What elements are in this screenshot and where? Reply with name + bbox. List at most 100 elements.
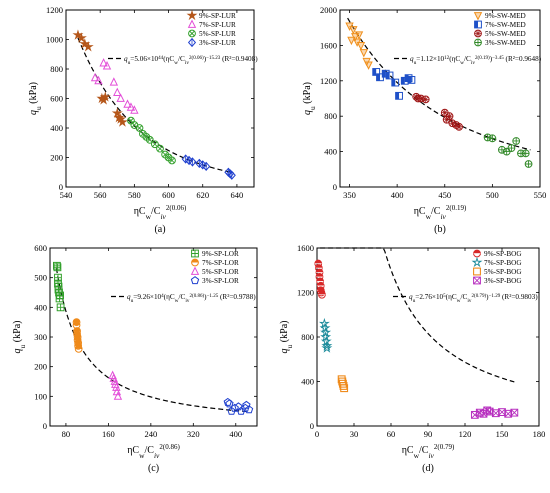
x-tick-label: 120 (459, 429, 472, 439)
data-point (417, 94, 425, 103)
data-point (407, 76, 416, 84)
data-point (109, 77, 119, 86)
data-point (227, 170, 236, 180)
data-point (130, 121, 139, 129)
y-tick-label: 0 (59, 182, 63, 192)
legend-entry: 3%-SP-LUR (199, 39, 236, 47)
fit-equation: qu=9.26×104(ηCw/Civ2(0.86))−1.25 (R²=0.9… (127, 292, 256, 305)
data-point (188, 157, 197, 167)
x-tick-label: 640 (231, 190, 244, 200)
legend-marker (473, 267, 481, 276)
data-point (244, 405, 254, 414)
y-tick-label: 200 (34, 362, 47, 372)
legend-marker (190, 276, 200, 285)
legend-marker (473, 276, 481, 285)
data-point (99, 91, 111, 102)
y-tick-label: 600 (50, 94, 63, 104)
y-tick-label: 1200 (46, 5, 63, 15)
y-tick-label: 0 (333, 182, 337, 192)
x-tick-label: 150 (496, 429, 509, 439)
x-axis-label: ηCw/Civ2(0.19) (414, 204, 467, 221)
chart-panel-b: 350 400 450 500 550 0 400 800 1200 1600 2000 ηCw/Ci… (302, 5, 546, 235)
data-point (340, 384, 349, 393)
series-3%-SP-LUR (181, 154, 236, 180)
x-tick-label: 600 (162, 190, 175, 200)
legend-entry: 3%-SP-LOR (202, 277, 239, 285)
legend-entry: 7%-SP-BOG (484, 259, 522, 267)
data-point (156, 144, 164, 153)
data-point (338, 379, 347, 388)
x-tick-label: 180 (533, 429, 546, 439)
data-point (82, 41, 94, 52)
data-point (181, 154, 190, 164)
series-5%-SP-LOR (108, 370, 123, 400)
chart-panel-c: 80 160 240 320 400 0 100 200 300 400 500 600 ηCw/Civ… (12, 243, 258, 474)
x-axis-label: ηCw/Civ2(0.79) (402, 443, 455, 460)
data-point (491, 409, 500, 418)
legend-entry: 3%-SP-BOG (484, 277, 522, 285)
data-point (74, 344, 83, 353)
x-tick-label: 60 (387, 429, 396, 439)
legend-entry: 7%-SW-MED (485, 21, 526, 29)
panel-label: (c) (148, 463, 159, 474)
y-tick-label: 300 (34, 332, 47, 342)
data-point (75, 32, 87, 43)
data-point (102, 61, 112, 70)
data-point (364, 61, 373, 70)
series-9%-SP-LOR (53, 261, 65, 312)
series-9%-SW-MED (345, 22, 373, 70)
data-point (227, 406, 236, 415)
y-tick-label: 1600 (320, 40, 337, 50)
data-point (53, 261, 61, 270)
data-point (321, 342, 333, 353)
x-tick-label: 540 (60, 190, 73, 200)
data-point (483, 133, 492, 142)
data-point (130, 105, 139, 114)
data-point (339, 381, 348, 390)
y-tick-label: 0 (310, 421, 314, 431)
x-tick-label: 620 (196, 190, 209, 200)
legend-marker (190, 266, 200, 275)
chart-panel-d: 0 30 60 90 120 150 180 0 400 800 1200 1600 ηCw/Civ2(… (279, 243, 545, 474)
fit-equation: qu=5.06×1044(ηCw/Civ2(0.06))−15.23 (R²=0… (124, 54, 258, 67)
data-point (359, 49, 369, 58)
data-point (316, 277, 324, 286)
data-point (56, 303, 65, 312)
data-point (145, 135, 154, 144)
series-7%-SP-LOR (72, 318, 83, 353)
data-point (225, 399, 234, 408)
panel-label: (a) (154, 224, 165, 235)
y-axis-label: qu (kPa) (279, 321, 294, 354)
y-tick-label: 400 (34, 302, 47, 312)
x-tick-label: 240 (144, 429, 157, 439)
y-tick-label: 1600 (297, 243, 314, 253)
y-tick-label: 0 (43, 421, 47, 431)
y-axis-label: qu (kPa) (302, 82, 317, 115)
series-5%-SW-MED (412, 92, 463, 131)
y-tick-label: 100 (34, 391, 47, 401)
data-point (385, 71, 394, 80)
x-tick-label: 350 (343, 190, 356, 200)
data-point (90, 72, 100, 82)
legend-entry: 9%-SP-LUR (199, 12, 236, 20)
series-5%-SP-LUR (127, 116, 176, 165)
series-3%-SP-LOR (223, 397, 254, 415)
legend-entry: 7%-SP-LUR (199, 21, 236, 29)
data-point (395, 91, 403, 100)
legend-marker (191, 258, 199, 267)
series-5%-SP-BOG (337, 375, 349, 393)
data-point (112, 382, 121, 391)
x-tick-label: 90 (424, 429, 433, 439)
data-point (113, 87, 122, 96)
data-point (116, 116, 128, 127)
data-point (510, 408, 519, 417)
legend-marker (473, 249, 481, 258)
series-3%-SW-MED (483, 133, 533, 168)
legend-marker (186, 9, 198, 21)
data-point (72, 318, 81, 327)
fit-curve (320, 247, 515, 383)
data-point (512, 137, 521, 145)
data-point (113, 391, 123, 400)
panel-label: (d) (422, 463, 434, 474)
x-tick-label: 400 (229, 429, 242, 439)
